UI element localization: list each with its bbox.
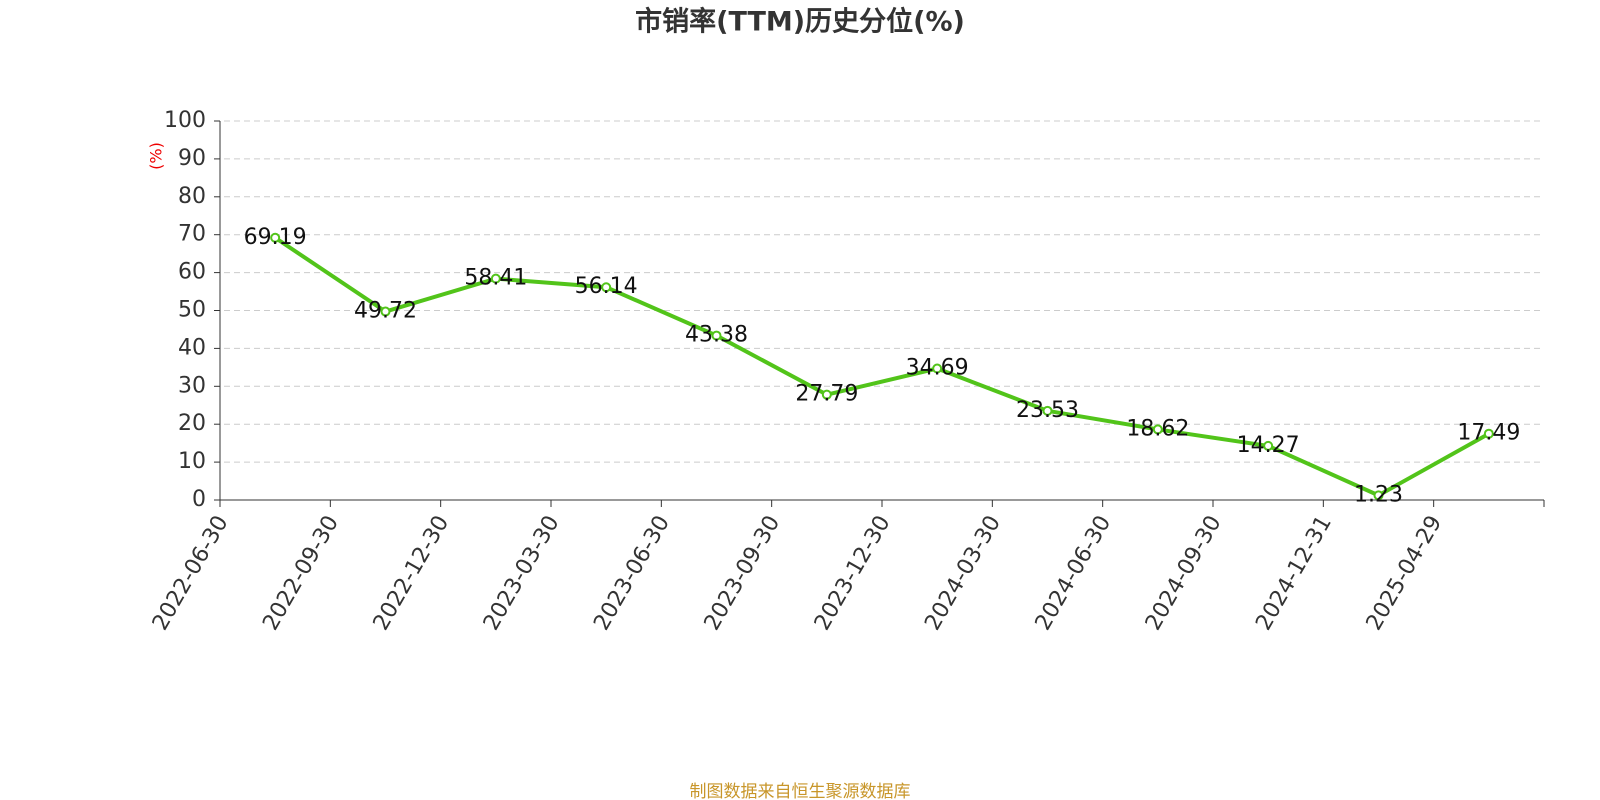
point xyxy=(1042,405,1053,416)
point xyxy=(711,330,722,341)
y-tick-label: 10 xyxy=(178,449,206,474)
y-tick-label: 50 xyxy=(178,298,206,323)
y-tick-label: 80 xyxy=(178,184,206,209)
data-label: 23.53 xyxy=(1016,398,1079,423)
point xyxy=(490,273,501,284)
x-tick-label: 2023-03-30 xyxy=(479,512,565,635)
data-label: 56.14 xyxy=(575,274,638,299)
point xyxy=(1373,490,1384,501)
point xyxy=(1152,424,1163,435)
x-tick-label: 2022-06-30 xyxy=(148,512,234,635)
x-tick-label: 2024-06-30 xyxy=(1031,512,1117,635)
x-tick-label: 2023-09-30 xyxy=(700,512,786,635)
point xyxy=(821,389,832,400)
data-label: 69.19 xyxy=(244,225,307,250)
x-tick-label: 2025-04-29 xyxy=(1362,512,1448,635)
data-label: 17.49 xyxy=(1457,421,1520,446)
line xyxy=(274,236,1490,498)
y-tick-label: 90 xyxy=(178,146,206,171)
data-label: 49.72 xyxy=(354,299,417,324)
data-label: 27.79 xyxy=(795,382,858,407)
y-tick-label: 40 xyxy=(178,335,206,360)
x-tick-label: 2022-09-30 xyxy=(258,512,344,635)
data-label: 34.69 xyxy=(906,356,969,381)
point xyxy=(601,282,612,293)
x-tick-label: 2023-12-30 xyxy=(810,512,896,635)
point xyxy=(1263,440,1274,451)
point xyxy=(380,306,391,317)
x-tick-label: 2024-12-31 xyxy=(1251,512,1337,635)
x-tick-label: 2022-12-30 xyxy=(369,512,455,635)
data-label: 1.23 xyxy=(1354,482,1403,507)
chart-title: 市销率(TTM)历史分位(%) xyxy=(635,6,965,38)
x-tick-label: 2023-06-30 xyxy=(589,512,675,635)
point xyxy=(932,363,943,374)
data-label: 14.27 xyxy=(1237,433,1300,458)
y-tick-label: 70 xyxy=(178,222,206,247)
data-label: 43.38 xyxy=(685,323,748,348)
data-label: 58.41 xyxy=(464,266,527,291)
x-tick-label: 2024-09-30 xyxy=(1141,512,1227,635)
y-axis-label: (%) xyxy=(147,142,166,170)
y-tick-label: 30 xyxy=(178,373,206,398)
point xyxy=(270,232,281,243)
x-tick-label: 2024-03-30 xyxy=(920,512,1006,635)
source-note: 制图数据来自恒生聚源数据库 xyxy=(690,782,911,800)
y-tick-label: 100 xyxy=(164,108,206,133)
y-tick-label: 20 xyxy=(178,411,206,436)
data-label: 18.62 xyxy=(1126,416,1189,441)
point xyxy=(1483,428,1494,439)
y-tick-label: 60 xyxy=(178,260,206,285)
y-tick-label: 0 xyxy=(192,487,206,512)
